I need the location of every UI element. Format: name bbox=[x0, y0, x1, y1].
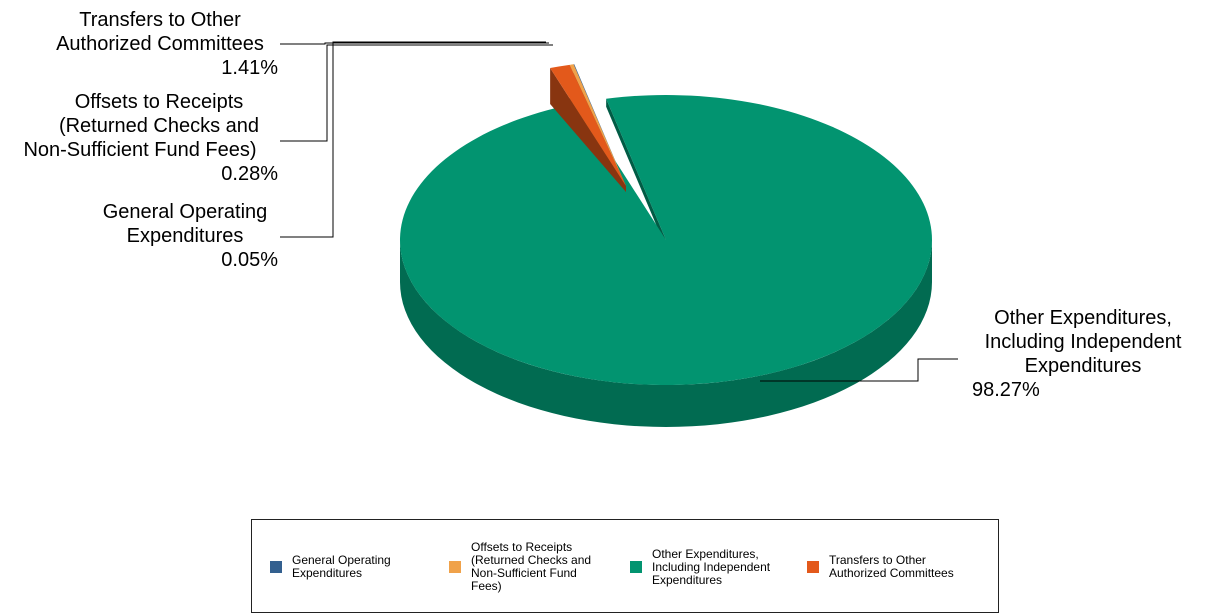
legend-swatch bbox=[449, 561, 461, 573]
callout-text: Expenditures bbox=[1025, 355, 1142, 377]
legend-label: Other Expenditures, Including Independen… bbox=[652, 546, 771, 587]
callout-text: Non-Sufficient Fund Fees) bbox=[23, 139, 256, 161]
legend-label: Transfers to Other Authorized Committees bbox=[829, 553, 954, 580]
callout-text: Expenditures bbox=[127, 225, 244, 247]
legend-item: Transfers to Other Authorized Committees bbox=[807, 520, 954, 614]
leader-line bbox=[760, 358, 958, 382]
slice-other-expenditures-including-independent-expenditures bbox=[400, 94, 932, 385]
callout-percent: 0.28% bbox=[221, 163, 278, 185]
leader-line bbox=[280, 41, 546, 238]
callout-text: Transfers to Other bbox=[79, 9, 241, 31]
callout-percent: 1.41% bbox=[221, 57, 278, 79]
slice-cut-other-expenditures-including-independent-expenditures bbox=[606, 98, 666, 248]
slice-side-transfers-to-other-authorized-committees bbox=[550, 67, 626, 192]
callout-4: Other Expenditures,Including Independent… bbox=[972, 307, 1182, 401]
legend-item: General Operating Expenditures bbox=[270, 520, 391, 614]
callout-text: Offsets to Receipts bbox=[75, 91, 244, 113]
leader-lines bbox=[280, 41, 958, 382]
callout-2: Offsets to Receipts(Returned Checks andN… bbox=[23, 91, 278, 185]
legend: General Operating Expenditures Offsets to… bbox=[251, 519, 999, 613]
callout-text: General Operating bbox=[103, 201, 268, 223]
slice-general-operating-expenditures bbox=[573, 64, 626, 186]
legend-swatch bbox=[807, 561, 819, 573]
legend-label: General Operating Expenditures bbox=[292, 553, 391, 580]
callout-text: Including Independent bbox=[985, 331, 1182, 353]
callout-percent: 0.05% bbox=[221, 249, 278, 271]
leader-line bbox=[280, 42, 549, 45]
callout-percent: 98.27% bbox=[972, 379, 1040, 401]
legend-swatch bbox=[270, 561, 282, 573]
callout-text: Authorized Committees bbox=[56, 33, 264, 55]
legend-label: Offsets to Receipts (Returned Checks and… bbox=[471, 540, 592, 593]
slice-offsets-to-receipts-returned-checks-and-non-sufficient-fund-fees bbox=[569, 64, 626, 186]
legend-item: Offsets to Receipts (Returned Checks and… bbox=[449, 520, 591, 614]
pie-slices bbox=[400, 64, 932, 427]
slice-side-other-expenditures-including-independent-expenditures bbox=[400, 240, 932, 427]
callout-text: Other Expenditures, bbox=[994, 307, 1172, 329]
callout-text: (Returned Checks and bbox=[59, 115, 259, 137]
legend-swatch bbox=[630, 561, 642, 573]
leader-line bbox=[280, 44, 553, 142]
legend-item: Other Expenditures, Including Independen… bbox=[630, 520, 770, 614]
slice-transfers-to-other-authorized-committees bbox=[550, 64, 626, 186]
